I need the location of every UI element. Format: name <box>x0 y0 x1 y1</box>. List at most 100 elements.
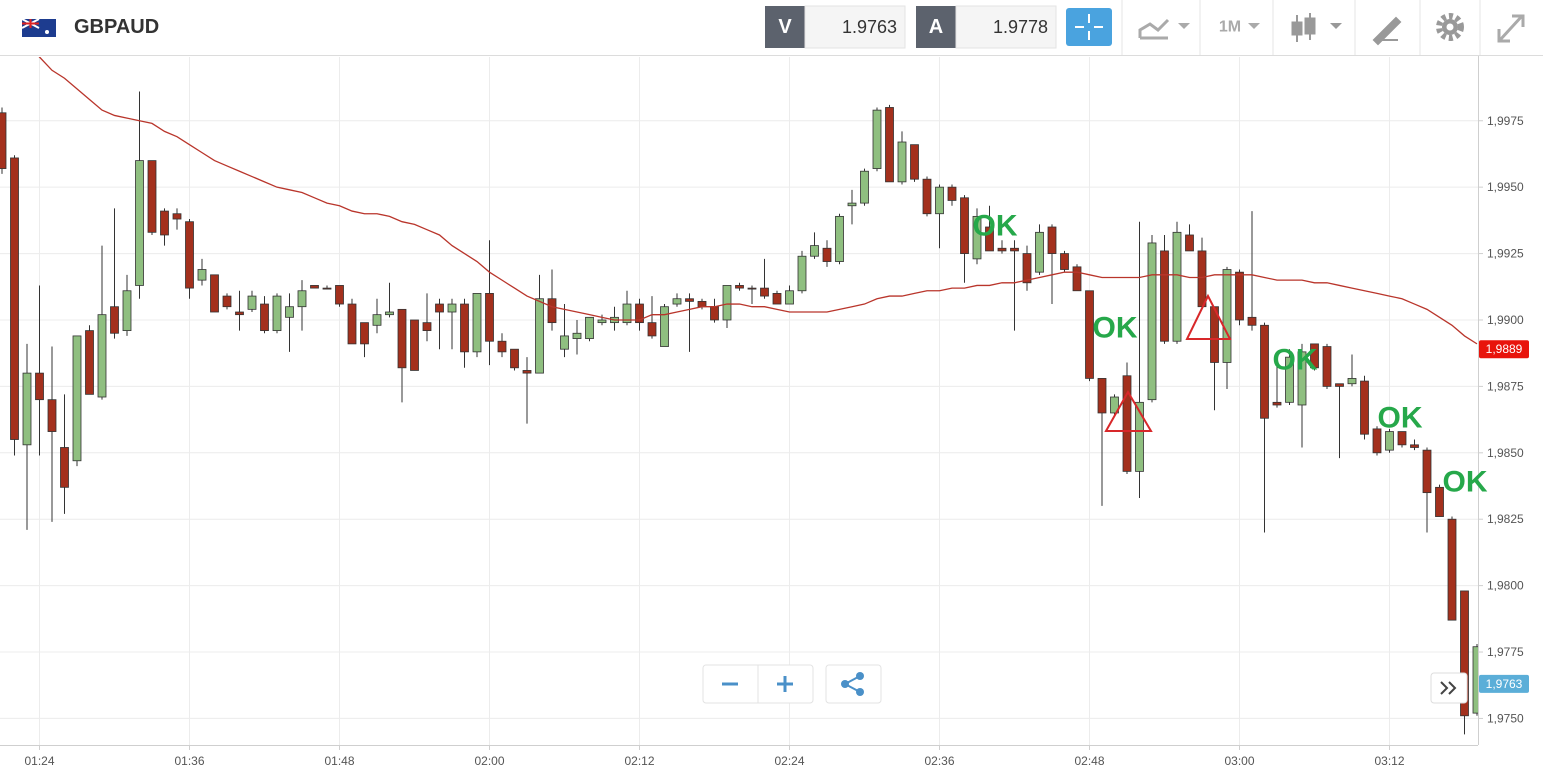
candle-body <box>122 290 132 332</box>
candle-body <box>622 303 632 324</box>
candle-body <box>1035 231 1044 273</box>
candle-body <box>835 215 844 262</box>
x-tick-label: 01:48 <box>324 754 354 768</box>
candle-body <box>560 335 569 350</box>
candle-body <box>735 285 744 289</box>
candle-body <box>1197 250 1207 308</box>
candle-body <box>947 186 957 201</box>
candle-type-button[interactable] <box>1291 13 1342 42</box>
candle-body <box>985 226 994 252</box>
candle-body <box>1022 253 1032 284</box>
candle-body <box>397 308 407 369</box>
triangle-marker <box>1185 293 1232 340</box>
zoom-in[interactable] <box>777 676 793 692</box>
candle-body <box>1085 290 1094 379</box>
candle-body <box>572 332 582 339</box>
draw-tool-button[interactable] <box>1372 16 1402 46</box>
x-tick-label: 02:00 <box>474 754 504 768</box>
price-label: 1,9889 <box>1486 342 1523 356</box>
candle-body <box>347 303 357 345</box>
buy-price[interactable]: 1.9778 <box>993 17 1048 37</box>
candle-body <box>935 186 944 215</box>
y-tick-label: 1,9800 <box>1487 579 1524 593</box>
candle-body <box>810 245 819 257</box>
candle-body <box>1297 351 1307 406</box>
share-box[interactable] <box>825 664 882 704</box>
candle-body <box>22 372 32 446</box>
x-tick-label: 03:12 <box>1374 754 1404 768</box>
price-label-box <box>1479 340 1529 359</box>
settings-button[interactable] <box>1436 13 1464 41</box>
candle-body <box>1285 356 1294 403</box>
fullscreen-button[interactable] <box>1497 14 1525 43</box>
candle-body <box>1385 431 1394 451</box>
plot-area <box>0 57 1478 745</box>
candle-body <box>260 303 269 332</box>
share-icon[interactable] <box>841 672 864 696</box>
candle-body <box>635 303 644 324</box>
symbol: GBPAUD <box>74 16 159 38</box>
x-tick-label: 03:00 <box>1224 754 1254 768</box>
candle-body <box>72 335 82 462</box>
candle-body <box>972 215 982 260</box>
flag <box>21 18 56 37</box>
candle-body <box>447 303 457 313</box>
candle-body <box>1160 250 1169 342</box>
timeframe[interactable]: 1M <box>1219 19 1241 36</box>
candle-body <box>747 287 757 290</box>
separators <box>1121 0 1481 55</box>
candle-body <box>597 319 607 324</box>
sell-price[interactable]: 1.9763 <box>842 17 897 37</box>
candle-body <box>1422 449 1432 494</box>
x-tick-label: 02:48 <box>1074 754 1104 768</box>
y-tick-label: 1,9950 <box>1487 180 1524 194</box>
sell-label-box[interactable] <box>765 6 805 48</box>
x-tick-label: 02:24 <box>774 754 804 768</box>
candle-body <box>547 298 557 324</box>
candle-body <box>1460 590 1469 717</box>
candle-body <box>185 221 194 289</box>
buy-label[interactable]: A <box>929 16 943 38</box>
candle-body <box>435 303 444 313</box>
annotation: OK <box>1093 312 1138 345</box>
candle-body <box>910 144 919 180</box>
y-tick-label: 1,9875 <box>1487 379 1524 393</box>
candle-body <box>1410 444 1419 448</box>
sell-label[interactable]: V <box>778 16 792 38</box>
candle-body <box>897 141 907 183</box>
candle-body <box>510 348 519 369</box>
candle-body <box>1135 401 1144 472</box>
candle-body <box>360 322 369 345</box>
candle-body <box>472 293 482 353</box>
candle-body <box>297 290 307 308</box>
candle-body <box>1247 316 1257 326</box>
candle-body <box>1047 226 1057 254</box>
scroll-end-button[interactable] <box>1430 672 1468 704</box>
candle-body <box>772 293 782 305</box>
candle-body <box>335 285 344 305</box>
candle-body <box>660 306 669 347</box>
x-tick-label: 02:36 <box>924 754 954 768</box>
timeframe-arrow[interactable] <box>1248 23 1260 29</box>
annotation: OK <box>1378 402 1423 435</box>
header: GBPAUD V 1.9763 A 1.9778 1M <box>0 0 1543 56</box>
buy-label-box[interactable] <box>916 6 956 48</box>
candle-body <box>647 322 657 337</box>
candle-body <box>172 213 182 220</box>
sell-price-box[interactable] <box>804 5 906 49</box>
candle-body <box>1472 646 1478 714</box>
candle-body <box>760 287 769 297</box>
candle-body <box>372 314 382 326</box>
candle-body <box>1310 343 1319 369</box>
candle-body <box>147 160 157 233</box>
candle-body <box>85 330 94 395</box>
x-tick-label: 01:36 <box>174 754 204 768</box>
candle-body <box>322 287 332 290</box>
crosshair-button[interactable] <box>1066 8 1112 46</box>
buy-price-box[interactable] <box>955 5 1057 49</box>
chart-type-button[interactable] <box>1138 18 1190 40</box>
candle-body <box>960 197 969 254</box>
candle-body <box>35 372 44 401</box>
candle-body <box>1372 428 1382 454</box>
candle-body <box>0 112 7 169</box>
